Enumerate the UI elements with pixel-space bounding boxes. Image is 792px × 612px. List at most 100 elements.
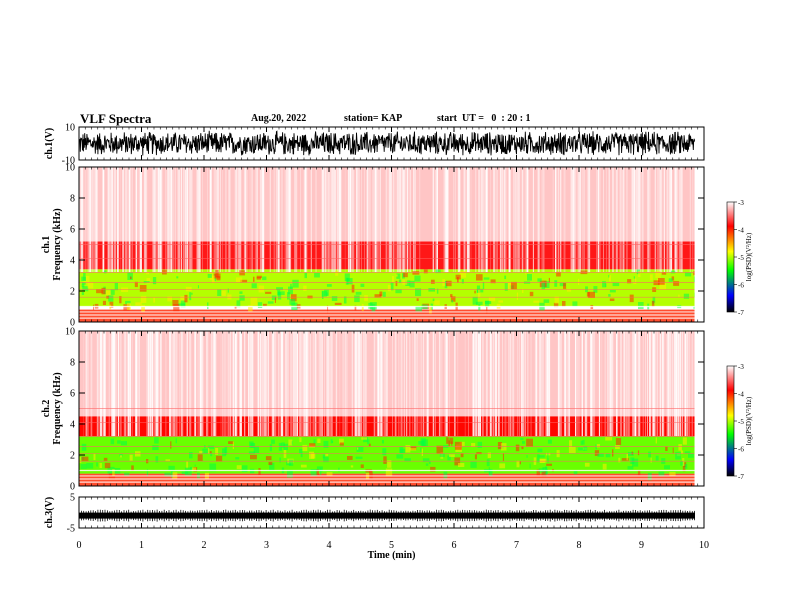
ch1_spectrogram-texture-patch bbox=[130, 276, 132, 280]
ch2_spectrogram-texture-patch bbox=[582, 439, 585, 445]
ch2_spectrogram-band-0 bbox=[79, 473, 695, 486]
ch1_spectrogram-texture-patch bbox=[110, 289, 115, 295]
ch1_spectrogram-texture-column bbox=[353, 167, 355, 273]
ch1_spectrogram-texture-column bbox=[234, 167, 237, 273]
ch2_spectrogram-ytick-label: 6 bbox=[70, 389, 75, 400]
ch2_spectrogram-texture-patch bbox=[655, 455, 659, 461]
ch2_spectrogram-empty bbox=[694, 331, 704, 486]
ch2_spectrogram-texture-column bbox=[623, 331, 626, 437]
ch2_spectrogram-texture-column bbox=[181, 331, 184, 437]
ch2_spectrogram-texture-column bbox=[198, 331, 199, 437]
ch2_spectrogram-texture-patch bbox=[86, 463, 94, 469]
ch2_spectrogram-texture-column bbox=[541, 331, 543, 437]
ch1_spectrogram-texture-column bbox=[459, 167, 461, 273]
ch1_spectrogram-texture-column bbox=[191, 167, 193, 273]
ch2_spectrogram-texture-column bbox=[398, 331, 400, 437]
ch1_spectrogram-texture-patch bbox=[484, 301, 492, 304]
ch1_spectrogram-texture-patch bbox=[327, 305, 329, 314]
ch1_spectrogram-texture-patch bbox=[355, 291, 362, 295]
ch2_spectrogram-texture-column bbox=[155, 331, 157, 437]
ch2_spectrogram-texture-column bbox=[406, 331, 408, 437]
ch2_spectrogram-texture-patch bbox=[209, 451, 212, 454]
ch2_spectrogram-texture-patch bbox=[688, 453, 694, 458]
ch2_spectrogram-texture-patch bbox=[81, 456, 89, 462]
ch2_spectrogram-texture-patch bbox=[682, 458, 685, 466]
ch1_spectrogram-texture-patch bbox=[347, 278, 353, 285]
ch1_spectrogram-texture-patch bbox=[277, 291, 285, 295]
ch2_spectrogram-texture-patch bbox=[361, 437, 367, 440]
ch1_waveform-trace bbox=[78, 130, 696, 156]
ch1_spectrogram-texture-column bbox=[406, 167, 408, 273]
ch2_spectrogram-texture-patch bbox=[152, 445, 159, 451]
ch2_spectrogram-texture-column bbox=[444, 331, 447, 437]
ch1_spectrogram-texture-column bbox=[395, 167, 397, 273]
ch1_spectrogram-texture-column bbox=[278, 167, 280, 273]
ch1_spectrogram-texture-column bbox=[289, 167, 292, 273]
ch2_spectrogram-texture-column bbox=[222, 331, 224, 437]
ch2_spectrogram-texture-column bbox=[409, 331, 411, 437]
ch1_spectrogram-texture-patch bbox=[398, 279, 402, 283]
ch2_spectrogram-texture-column bbox=[315, 331, 318, 437]
ch2_spectrogram-texture-column bbox=[379, 331, 381, 437]
ch1_spectrogram-texture-column bbox=[493, 167, 495, 273]
ch2_spectrogram-texture-patch bbox=[385, 468, 393, 477]
ch2_spectrogram-texture-column bbox=[290, 331, 292, 437]
ch2_spectrogram-texture-column bbox=[206, 331, 208, 437]
ch2_spectrogram-texture-patch bbox=[470, 461, 477, 468]
ch2_spectrogram-texture-column bbox=[360, 331, 363, 437]
ch2_spectrogram-texture-patch bbox=[235, 457, 240, 460]
ch2_spectrogram-texture-patch bbox=[420, 447, 422, 452]
ch2_spectrogram-texture-column bbox=[616, 331, 618, 437]
ch1_spectrogram-texture-column bbox=[152, 167, 154, 273]
ch2_spectrogram-texture-column bbox=[565, 331, 567, 437]
ch1_spectrogram-texture-patch bbox=[529, 291, 534, 297]
ch2_spectrogram-texture-column bbox=[250, 331, 252, 437]
ch1_spectrogram-texture-column bbox=[666, 167, 668, 273]
ch2_spectrogram-texture-column bbox=[264, 331, 267, 437]
ch2_spectrogram-texture-patch bbox=[539, 458, 547, 463]
ch2_spectrogram-texture-patch bbox=[447, 455, 451, 461]
ch1_spectrogram-texture-column bbox=[402, 167, 404, 273]
ch2_spectrogram-texture-patch bbox=[474, 454, 477, 460]
ch1_spectrogram-texture-patch bbox=[93, 304, 94, 310]
ch1_spectrogram-texture-column bbox=[96, 167, 98, 273]
ch2_spectrogram-texture-column bbox=[508, 331, 509, 437]
ch1_spectrogram-texture-column bbox=[603, 167, 604, 273]
ch2_spectrogram-texture-patch bbox=[316, 466, 323, 472]
ch1_spectrogram-texture-patch bbox=[354, 295, 360, 303]
ch1_spectrogram-texture-column bbox=[572, 167, 574, 273]
ch1_spectrogram-colorbar-tick-label: -4 bbox=[738, 227, 744, 235]
ch2_spectrogram-texture-patch bbox=[578, 447, 585, 451]
ch2_spectrogram-texture-patch bbox=[368, 443, 371, 447]
ch2_spectrogram-texture-patch bbox=[615, 438, 622, 445]
ch1_spectrogram-texture-column bbox=[463, 167, 466, 273]
ch2_spectrogram-texture-column bbox=[327, 331, 329, 437]
ch2_spectrogram-texture-patch bbox=[541, 471, 547, 477]
ch2_spectrogram-texture-patch bbox=[583, 446, 588, 451]
ch2_spectrogram-texture-patch bbox=[502, 453, 504, 462]
ch1_spectrogram-texture-patch bbox=[344, 273, 350, 281]
ch2_spectrogram-colorbar-tick-label: -5 bbox=[738, 418, 744, 426]
ch2_spectrogram-texture-column bbox=[202, 331, 204, 437]
ch1_spectrogram-texture-column bbox=[184, 167, 187, 273]
ch1_spectrogram-texture-column bbox=[637, 167, 640, 273]
ch2_spectrogram-texture-column bbox=[103, 331, 106, 437]
ch2_spectrogram-texture-column bbox=[294, 331, 297, 437]
ch1_spectrogram-texture-column bbox=[92, 167, 94, 273]
ch2_spectrogram-texture-patch bbox=[443, 471, 448, 479]
ch1_spectrogram-texture-column bbox=[303, 167, 305, 273]
ch2_spectrogram-texture-patch bbox=[459, 441, 465, 447]
ch1_spectrogram-texture-patch bbox=[559, 282, 566, 287]
ch1_spectrogram-texture-column bbox=[390, 167, 392, 273]
ch1_spectrogram-texture-column bbox=[432, 167, 434, 273]
ch1_spectrogram-texture-column bbox=[649, 167, 651, 273]
ch1_spectrogram-texture-column bbox=[588, 167, 590, 273]
ch1_spectrogram-texture-column bbox=[328, 167, 330, 273]
ch2_spectrogram-texture-patch bbox=[283, 443, 288, 451]
ch1_spectrogram-texture-column bbox=[397, 167, 398, 273]
ch2_spectrogram-texture-patch bbox=[283, 450, 287, 458]
ch1_spectrogram-texture-column bbox=[139, 167, 142, 273]
ch1_spectrogram-texture-patch bbox=[227, 288, 229, 293]
ch1_spectrogram-texture-column bbox=[526, 167, 529, 273]
ch2_spectrogram-ytick-label: 8 bbox=[70, 358, 75, 369]
